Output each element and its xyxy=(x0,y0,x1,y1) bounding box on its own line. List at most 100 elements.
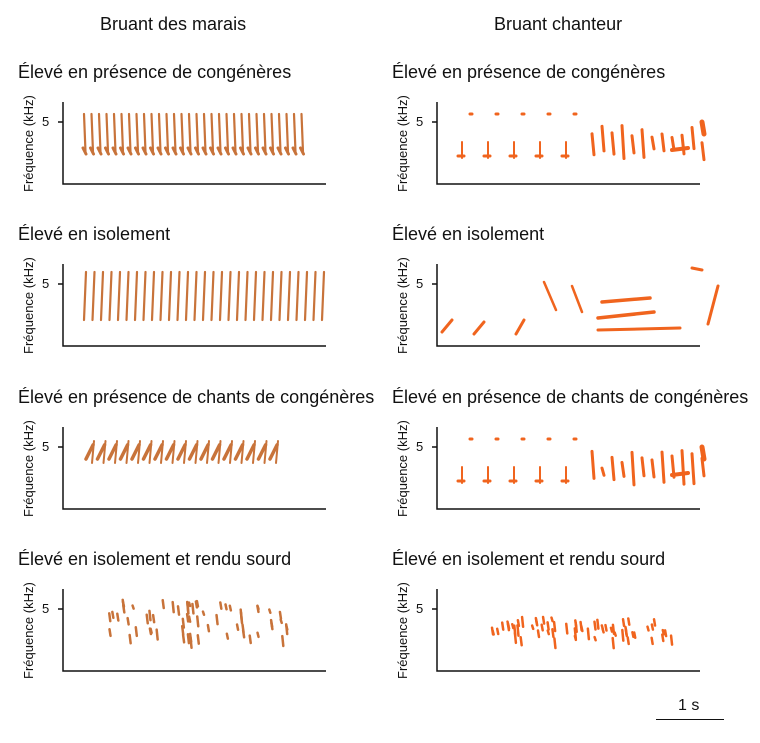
note-trace xyxy=(513,624,517,637)
note-trace xyxy=(565,622,569,635)
note-trace xyxy=(440,318,454,334)
note-trace xyxy=(96,146,103,156)
note-trace xyxy=(150,270,156,322)
note-trace xyxy=(142,270,147,322)
note-trace xyxy=(149,146,155,156)
note-trace xyxy=(627,617,631,626)
note-trace xyxy=(320,270,326,322)
note-trace xyxy=(573,634,578,642)
note-trace xyxy=(699,119,707,137)
note-trace xyxy=(240,440,245,464)
note-trace xyxy=(269,146,275,156)
note-trace xyxy=(239,146,245,156)
note-trace xyxy=(277,112,282,154)
axes xyxy=(436,102,700,185)
note-trace xyxy=(112,112,117,154)
note-trace xyxy=(600,466,606,477)
note-trace xyxy=(514,318,526,336)
note-trace xyxy=(620,460,626,478)
note-trace xyxy=(202,112,207,154)
note-trace xyxy=(133,270,139,322)
note-trace xyxy=(82,270,88,322)
note-trace xyxy=(95,443,107,461)
note-trace xyxy=(551,627,555,639)
note-trace xyxy=(120,112,125,154)
note-trace xyxy=(195,112,200,154)
note-trace xyxy=(621,618,626,628)
note-trace xyxy=(181,633,186,644)
note-trace xyxy=(580,624,584,633)
note-trace xyxy=(150,112,155,154)
note-trace xyxy=(217,440,222,464)
note-trace xyxy=(546,621,550,631)
note-trace xyxy=(142,112,147,154)
note-trace xyxy=(185,612,190,623)
note-trace xyxy=(303,270,309,322)
y-axis-label: Fréquence (kHz) xyxy=(21,420,36,517)
note-trace xyxy=(295,270,300,322)
note-trace xyxy=(134,146,140,156)
note-trace xyxy=(119,146,125,156)
note-trace xyxy=(194,600,199,609)
note-trace xyxy=(229,440,233,464)
note-trace xyxy=(256,443,268,461)
note-trace xyxy=(621,628,625,642)
note-trace xyxy=(160,440,164,464)
panel-title: Élevé en présence de chants de congénère… xyxy=(18,387,375,407)
note-trace xyxy=(199,443,210,461)
note-trace xyxy=(102,440,107,464)
note-trace xyxy=(191,602,195,615)
y-axis-label: Fréquence (kHz) xyxy=(21,95,36,192)
axes xyxy=(62,264,326,347)
note-trace xyxy=(131,604,135,610)
note-trace xyxy=(81,146,88,156)
panel-swamp-deaf: Élevé en isolement et rendu sourd Fréque… xyxy=(18,549,393,709)
note-trace xyxy=(661,633,665,643)
note-trace xyxy=(690,126,696,151)
note-trace xyxy=(186,633,191,645)
note-trace xyxy=(491,629,495,636)
note-trace xyxy=(652,618,657,627)
note-trace xyxy=(111,610,115,620)
note-trace xyxy=(219,601,223,610)
note-trace xyxy=(126,616,130,626)
note-trace xyxy=(225,632,230,640)
panel-song-deaf: Élevé en isolement et rendu sourd Fréque… xyxy=(392,549,760,709)
note-trace xyxy=(91,440,95,464)
note-trace xyxy=(610,131,616,156)
note-trace xyxy=(650,135,656,151)
spectrogram xyxy=(432,427,707,510)
note-trace xyxy=(596,618,600,630)
note-trace xyxy=(225,112,230,154)
note-trace xyxy=(206,440,210,464)
note-trace xyxy=(520,615,525,629)
note-trace xyxy=(134,626,139,638)
spectrogram xyxy=(58,589,326,672)
note-trace xyxy=(663,629,668,638)
note-trace xyxy=(172,112,177,154)
note-trace xyxy=(278,610,283,620)
note-trace xyxy=(99,270,105,322)
note-trace xyxy=(145,613,149,625)
note-trace xyxy=(171,146,178,156)
note-trace xyxy=(222,443,233,461)
note-trace xyxy=(254,146,260,156)
note-trace xyxy=(107,443,118,461)
note-trace xyxy=(184,270,190,322)
note-trace xyxy=(540,623,544,632)
note-trace xyxy=(155,628,159,641)
note-trace xyxy=(171,600,175,614)
panel-song-tutored: Élevé en présence de chants de congénère… xyxy=(392,387,760,547)
note-trace xyxy=(500,621,505,631)
note-trace xyxy=(534,618,539,627)
note-trace xyxy=(285,624,289,631)
note-trace xyxy=(699,444,707,462)
note-trace xyxy=(620,124,626,161)
note-trace xyxy=(660,132,666,153)
note-trace xyxy=(167,270,173,322)
note-trace xyxy=(261,146,268,156)
note-trace xyxy=(151,613,156,624)
note-trace xyxy=(210,112,215,154)
note-trace xyxy=(181,617,186,629)
panel-title: Élevé en présence de congénères xyxy=(18,62,292,82)
